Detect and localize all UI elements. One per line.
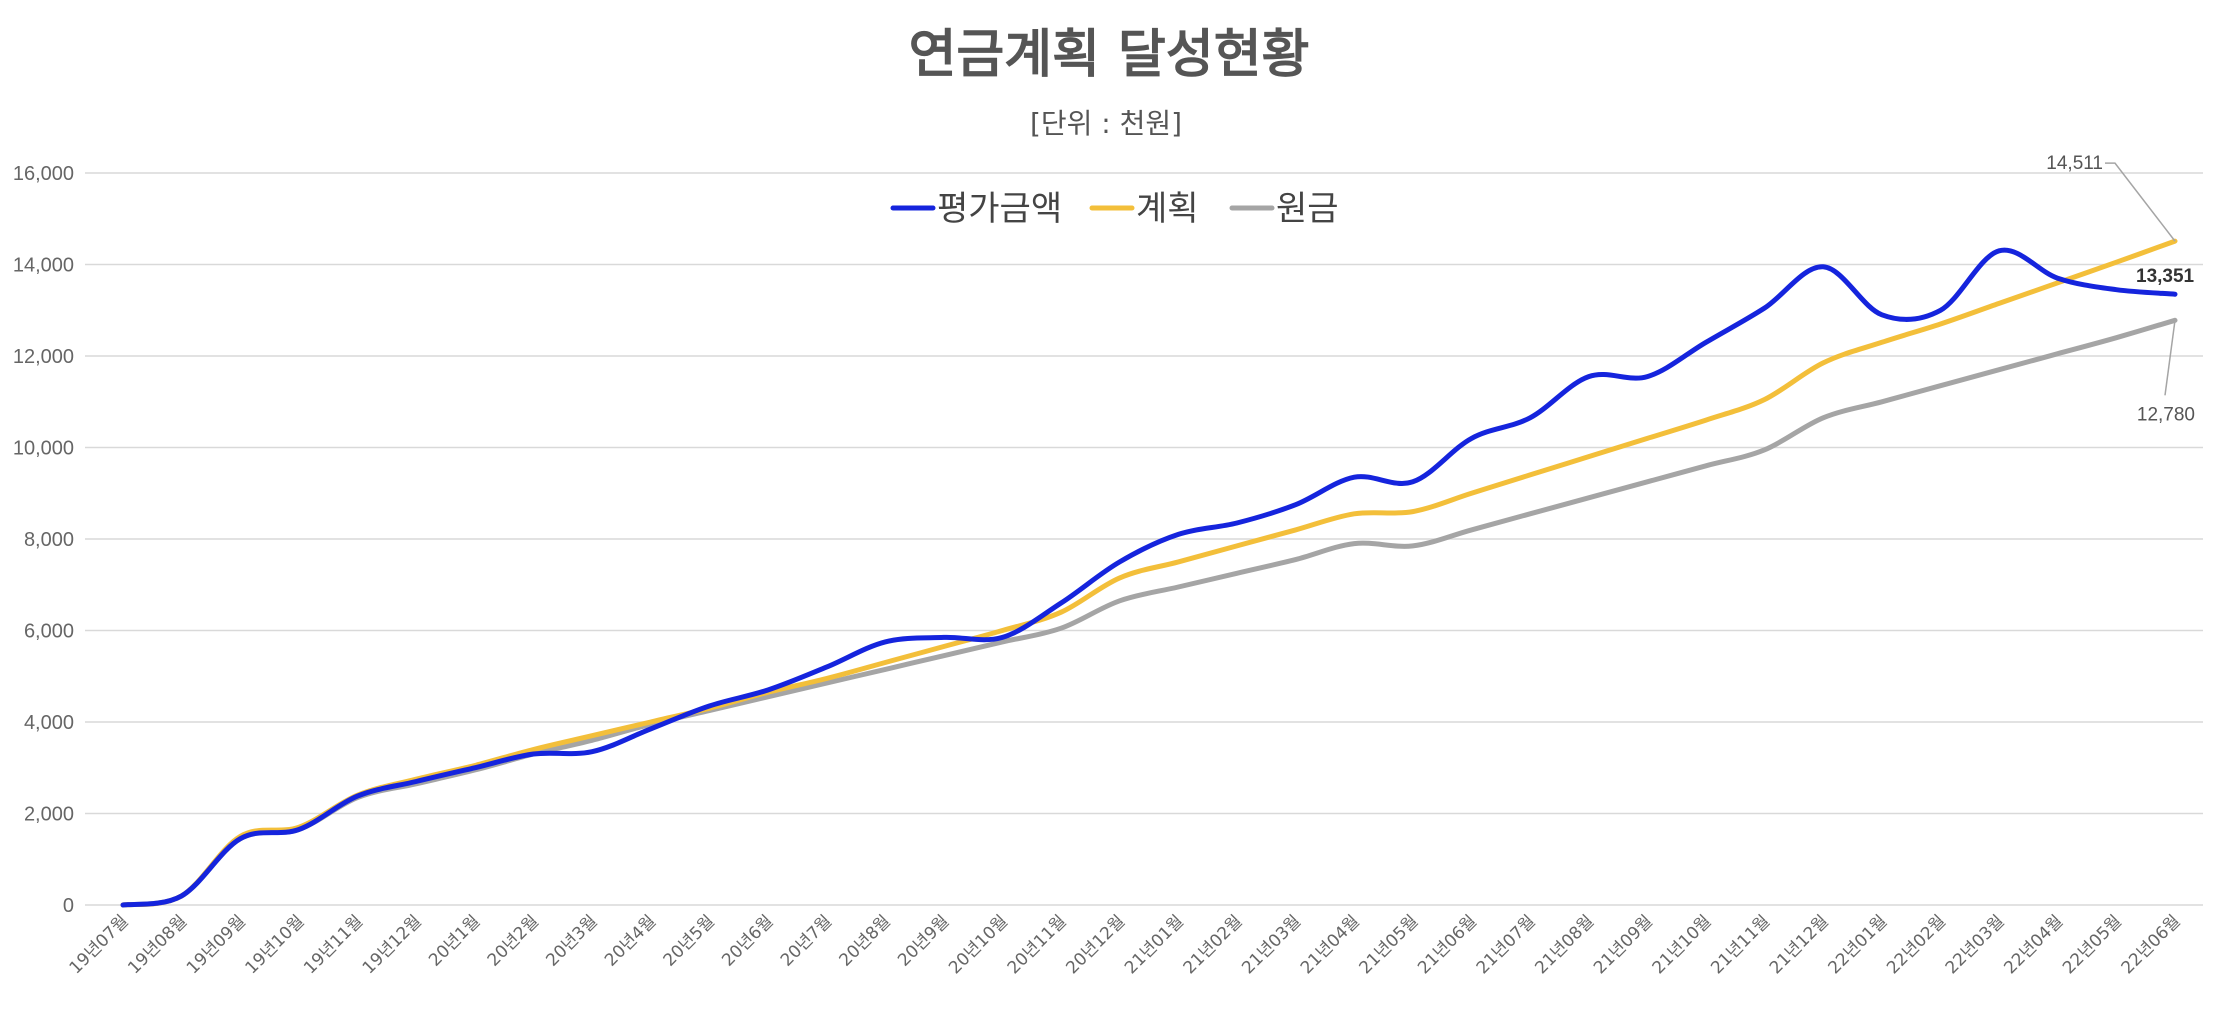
x-tick-label: 21년08월 xyxy=(1531,911,1598,978)
callout-label: 14,511 xyxy=(2046,153,2103,174)
y-axis-ticks: 0 2,000 4,000 6,000 8,000 10,000 12,000 14,000 1… xyxy=(13,163,74,917)
x-tick-label: 21년10월 xyxy=(1649,911,1716,978)
y-tick-label: 0 xyxy=(63,895,74,917)
y-tick-label: 10,000 xyxy=(13,438,74,460)
x-tick-label: 21년02월 xyxy=(1180,911,1247,978)
legend-label: 계획 xyxy=(1136,189,1199,229)
y-tick-label: 6,000 xyxy=(24,621,74,643)
x-tick-label: 19년12월 xyxy=(359,911,426,978)
legend: 평가금액 계획 원금 xyxy=(890,189,1339,229)
x-tick-label: 22년02월 xyxy=(1883,911,1950,978)
gridlines xyxy=(85,172,2203,906)
x-tick-label: 20년11월 xyxy=(1004,911,1071,978)
x-tick-label: 21년11월 xyxy=(1707,911,1774,978)
y-tick-label: 2,000 xyxy=(24,804,74,826)
callout-leader xyxy=(2105,162,2176,242)
x-tick-label: 19년07월 xyxy=(66,911,133,978)
x-tick-label: 20년4월 xyxy=(601,911,660,970)
y-tick-label: 8,000 xyxy=(24,529,74,551)
x-tick-label: 20년3월 xyxy=(542,911,601,970)
x-tick-label: 22년04월 xyxy=(2000,911,2067,978)
legend-label: 평가금액 xyxy=(937,189,1062,229)
y-tick-label: 14,000 xyxy=(13,255,74,277)
x-tick-label: 22년03월 xyxy=(1942,911,2009,978)
annotations: 14,511 13,351 12,780 xyxy=(2046,153,2195,425)
callout-label: 12,780 xyxy=(2137,404,2195,425)
x-tick-label: 21년05월 xyxy=(1356,911,1423,978)
x-tick-label: 21년09월 xyxy=(1590,911,1657,978)
y-tick-label: 12,000 xyxy=(13,346,74,368)
x-tick-label: 21년12월 xyxy=(1766,911,1833,978)
x-tick-label: 20년2월 xyxy=(484,911,543,970)
x-tick-label: 22년01월 xyxy=(1825,911,1892,978)
series-line-3 xyxy=(120,317,2178,908)
x-tick-label: 20년5월 xyxy=(660,911,719,970)
x-tick-label: 21년04월 xyxy=(1297,911,1364,978)
y-tick-label: 4,000 xyxy=(24,712,74,734)
x-tick-label: 20년12월 xyxy=(1062,911,1129,978)
x-tick-label: 22년06월 xyxy=(2118,911,2185,978)
series-line-2 xyxy=(120,238,2178,908)
x-tick-label: 20년9월 xyxy=(894,911,953,970)
chart-title: 연금계획 달성현황 xyxy=(909,25,1310,85)
x-tick-label: 21년07월 xyxy=(1473,911,1540,978)
x-tick-label: 20년10월 xyxy=(945,911,1012,978)
x-tick-label: 20년7월 xyxy=(777,911,836,970)
x-tick-label: 20년1월 xyxy=(425,911,484,970)
x-tick-label: 19년10월 xyxy=(242,911,309,978)
y-tick-label: 16,000 xyxy=(13,163,74,185)
chart-subtitle: [단위 : 천원] xyxy=(1030,107,1182,140)
x-tick-label: 21년01월 xyxy=(1121,911,1188,978)
series-lines xyxy=(120,238,2178,908)
x-tick-label: 22년05월 xyxy=(2059,911,2126,978)
x-tick-label: 21년03월 xyxy=(1238,911,1305,978)
legend-label: 원금 xyxy=(1276,189,1339,229)
x-tick-label: 20년8월 xyxy=(835,911,894,970)
callout-leader xyxy=(2164,320,2176,396)
x-tick-label: 19년09월 xyxy=(183,911,250,978)
callout-label: 13,351 xyxy=(2136,266,2195,287)
x-tick-label: 19년11월 xyxy=(300,911,367,978)
x-tick-label: 21년06월 xyxy=(1414,911,1481,978)
x-tick-label: 19년08월 xyxy=(124,911,191,978)
x-tick-label: 20년6월 xyxy=(718,911,777,970)
series-line-1 xyxy=(120,247,2178,908)
